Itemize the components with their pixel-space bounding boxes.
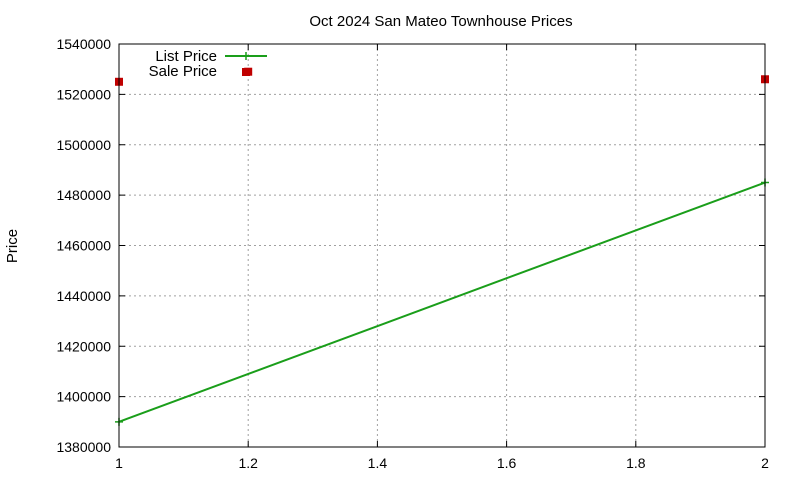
- x-tick-label: 1: [115, 455, 123, 471]
- x-tick-label: 1.6: [497, 455, 517, 471]
- y-tick-label: 1440000: [56, 288, 111, 304]
- y-tick-label: 1540000: [56, 36, 111, 52]
- y-tick-label: 1400000: [56, 389, 111, 405]
- grid: [119, 44, 765, 447]
- legend-label-sale-price: Sale Price: [149, 63, 217, 80]
- legend-marker-sale-price: [242, 68, 250, 76]
- x-tick-label: 1.2: [238, 455, 258, 471]
- y-tick-label: 1500000: [56, 137, 111, 153]
- x-tick-label: 1.8: [626, 455, 646, 471]
- y-axis-label: Price: [4, 229, 21, 263]
- series-line-list-price: [118, 181, 766, 423]
- series: [115, 67, 769, 426]
- y-tick-label: 1420000: [56, 338, 111, 354]
- x-tick-label: 1.4: [368, 455, 388, 471]
- plot-frame: [118, 43, 766, 448]
- legend-label-list-price: List Price: [155, 48, 217, 65]
- chart-title: Oct 2024 San Mateo Townhouse Prices: [309, 13, 572, 30]
- legend-marker-list-price: [242, 52, 250, 60]
- y-tick-label: 1520000: [56, 86, 111, 102]
- y-tick-label: 1460000: [56, 238, 111, 254]
- x-tick-label: 2: [761, 455, 769, 471]
- y-tick-label: 1380000: [56, 439, 111, 455]
- y-tick-label: 1480000: [56, 187, 111, 203]
